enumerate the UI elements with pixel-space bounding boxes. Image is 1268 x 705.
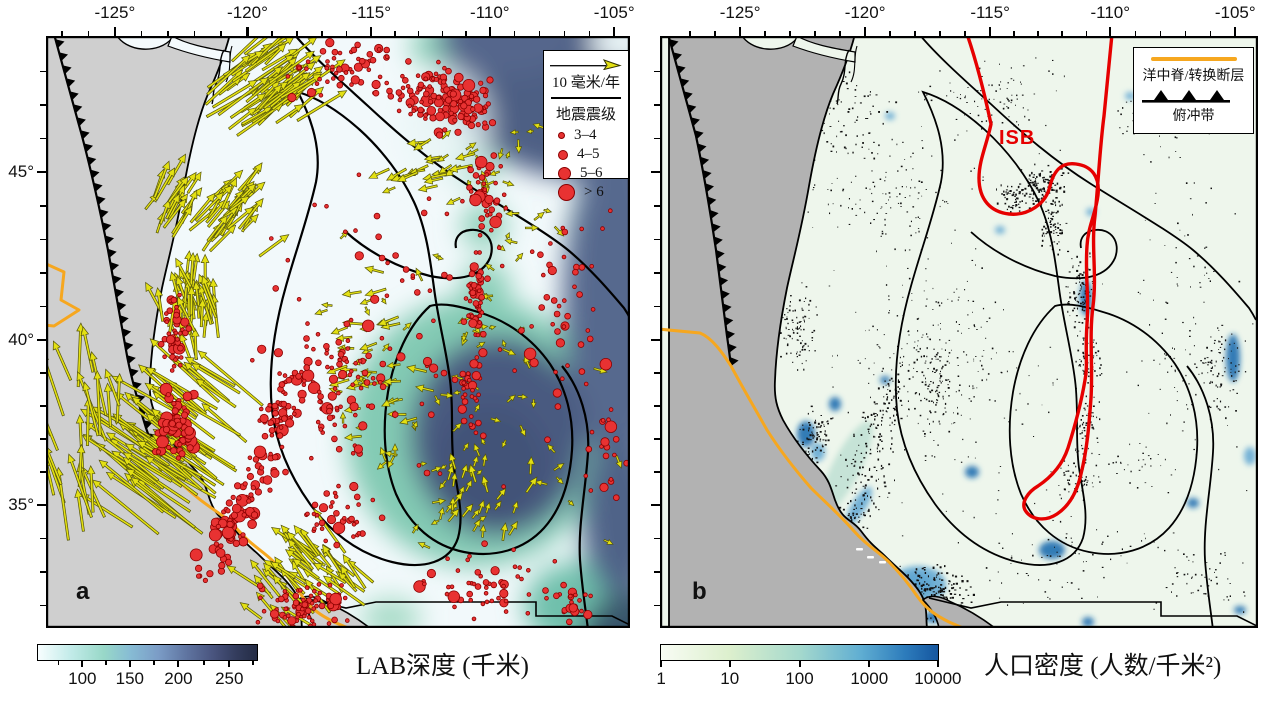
- magnitude-row: 4–5: [548, 145, 624, 164]
- map-panel-a: [46, 36, 630, 628]
- panel-b-frame: [660, 36, 1258, 628]
- ridge-transform-lines: [660, 327, 964, 628]
- subduction-zone-label: 俯冲带: [1172, 109, 1215, 124]
- velocity-arrow-icon: [550, 59, 622, 70]
- magnitude-title: 地震震级: [555, 107, 616, 123]
- ridge-transform-label: 洋中脊/转换断层: [1142, 69, 1245, 84]
- ridge-transform-line-icon: [1150, 57, 1237, 61]
- magnitude-row: > 6: [548, 183, 624, 202]
- ocean: [668, 36, 928, 628]
- legend-velocity-magnitude: 10 毫米/年 地震震级 3–4 4–5 5–6 > 6: [543, 50, 629, 201]
- legend-divider: [551, 97, 621, 99]
- magnitude-dot-medium: [558, 149, 568, 160]
- population-density-colorbar-title: 人口密度 (人数/千米²): [984, 653, 1222, 680]
- map-panel-b: [660, 36, 1258, 628]
- magnitude-dot-xlarge: [558, 184, 575, 201]
- lab-depth-colorbar: [37, 644, 258, 661]
- legend-plate-boundaries: 洋中脊/转换断层 俯冲带: [1133, 47, 1254, 134]
- map-b-content: [660, 36, 1258, 628]
- border-line: [303, 597, 630, 626]
- magnitude-dot-small: [558, 132, 565, 139]
- subduction-zone-line: [667, 36, 739, 367]
- panel-b-letter: b: [692, 578, 707, 605]
- subduction-zone-icon: [1142, 90, 1230, 103]
- map-a-content: [46, 36, 630, 628]
- border-line: [928, 597, 1258, 628]
- panel-a-letter: a: [76, 578, 90, 605]
- magnitude-row: 3–4: [548, 126, 624, 145]
- earthquake-epicenters: [152, 38, 630, 628]
- magnitude-dot-large: [558, 167, 571, 180]
- panel-a-frame: [46, 36, 630, 628]
- population-density-colorbar: [660, 644, 939, 661]
- isb-region-label: ISB: [999, 127, 1036, 149]
- magnitude-row: 5–6: [548, 164, 624, 183]
- isb-belt-outline: [965, 36, 1114, 521]
- velocity-scale-label: 10 毫米/年: [552, 75, 620, 91]
- lab-depth-colorbar-title: LAB深度 (千米): [356, 653, 529, 680]
